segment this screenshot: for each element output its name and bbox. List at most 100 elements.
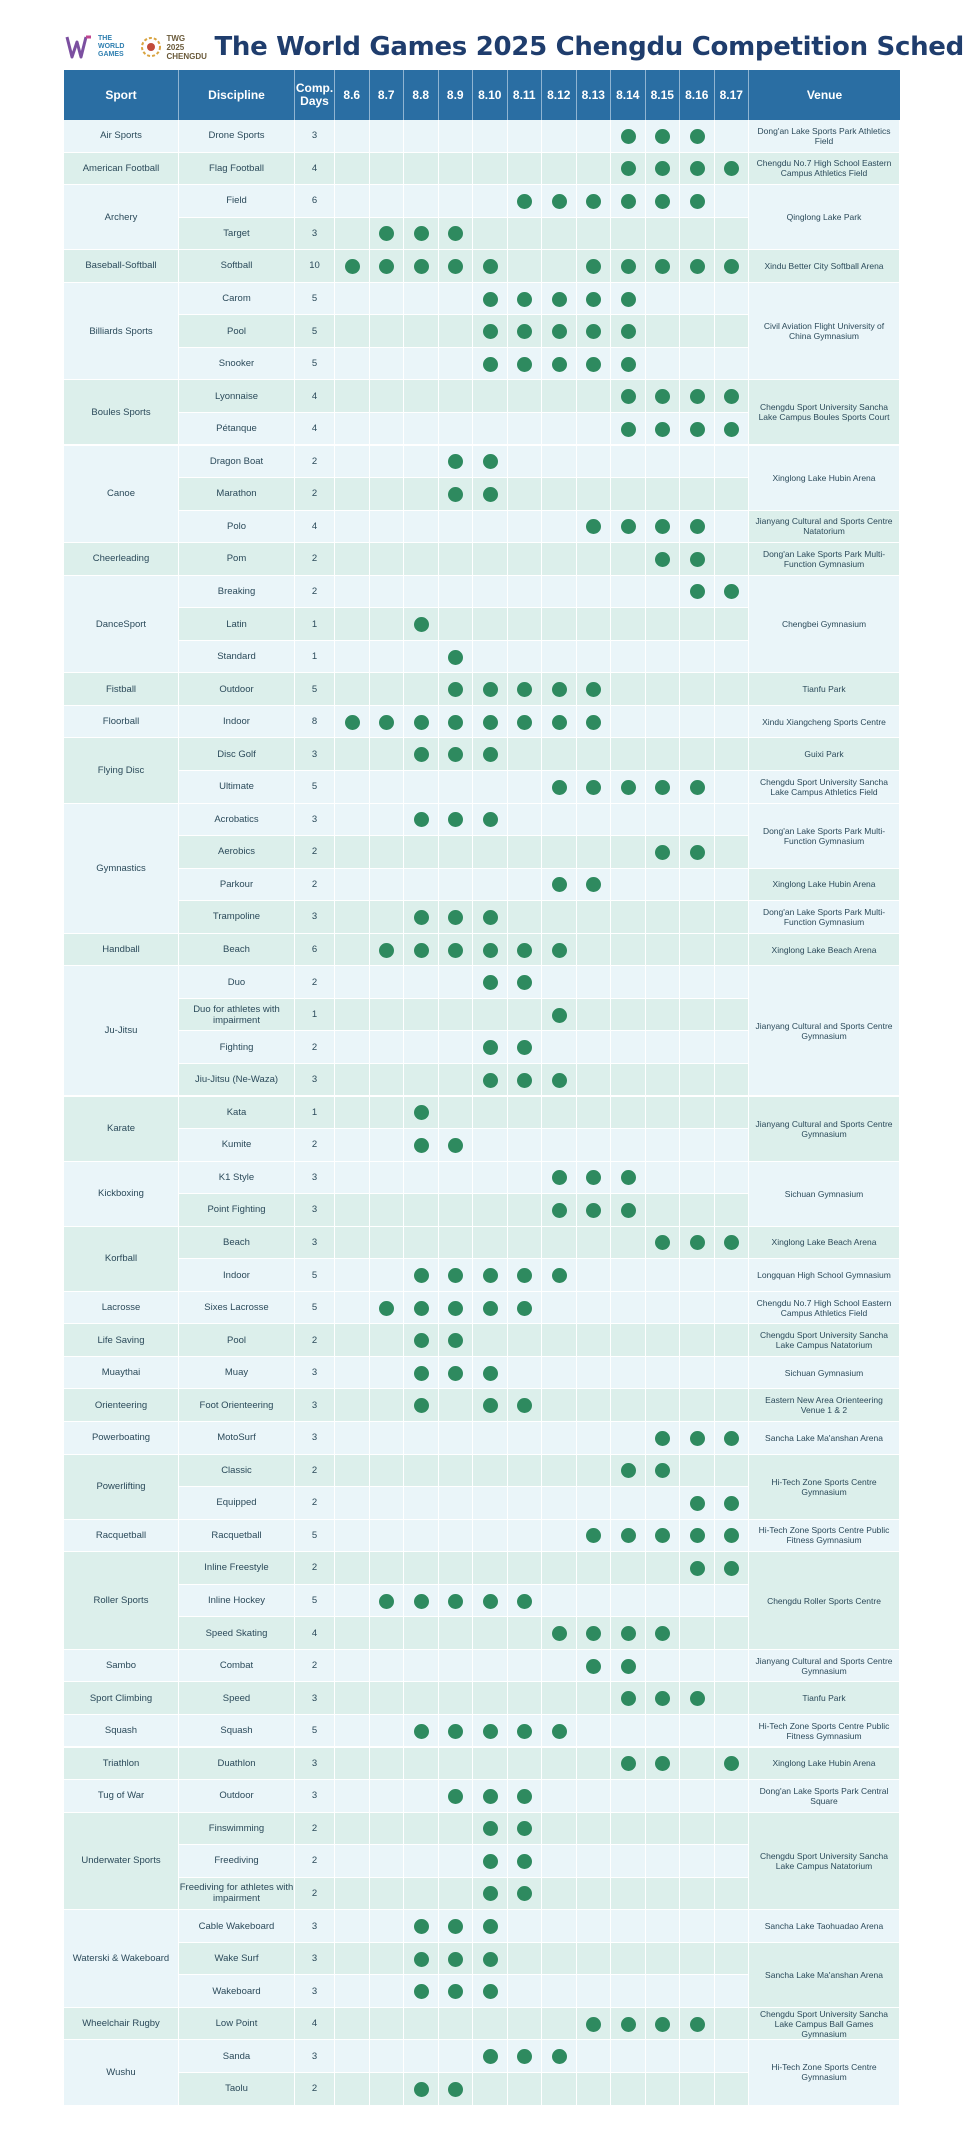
competition-day-dot: [482, 1072, 498, 1088]
date-cell: [576, 966, 611, 999]
competition-day-dot: [448, 714, 464, 730]
competition-day-dot: [689, 193, 705, 209]
date-cell: [369, 868, 404, 902]
date-cell: [645, 1226, 680, 1260]
date-cell: [438, 152, 473, 186]
date-cell: [714, 1975, 749, 2008]
date-cell: [611, 575, 646, 609]
date-cell: [645, 1324, 680, 1357]
date-cell: [714, 1877, 749, 1911]
date-cell: [645, 1812, 680, 1846]
date-cell: [680, 1194, 715, 1227]
discipline-cell: MotoSurf: [179, 1422, 295, 1455]
date-cell: [576, 771, 611, 804]
date-cell: [680, 1226, 715, 1260]
date-cell: [369, 1226, 404, 1260]
date-cell: [542, 803, 577, 837]
competition-day-dot: [655, 161, 671, 177]
sport-cell: Kickboxing: [64, 1161, 179, 1227]
date-cell: [335, 1975, 370, 2008]
date-cell: [369, 1942, 404, 1976]
date-cell: [404, 1682, 439, 1715]
date-cell: [507, 771, 542, 804]
competition-day-dot: [655, 421, 671, 437]
date-cell: [680, 217, 715, 251]
discipline-cell: Inline Hockey: [179, 1584, 295, 1618]
competition-day-dot: [413, 1984, 429, 2000]
days-cell: 3: [295, 1226, 335, 1260]
date-cell: [542, 1389, 577, 1422]
venue-cell: Xindu Xiangcheng Sports Centre: [749, 705, 900, 739]
date-cell: [404, 1389, 439, 1422]
competition-day-dot: [448, 1333, 464, 1349]
date-cell: [714, 543, 749, 576]
competition-day-dot: [482, 324, 498, 340]
date-cell: [576, 1389, 611, 1422]
competition-day-dot: [620, 1691, 636, 1707]
competition-day-dot: [551, 877, 567, 893]
date-cell: [576, 1845, 611, 1878]
chengdu-emblem-icon: [140, 36, 162, 58]
date-cell: [473, 1942, 508, 1976]
date-cell: [473, 1291, 508, 1325]
competition-day-dot: [551, 193, 567, 209]
date-cell: [611, 185, 646, 218]
competition-day-dot: [517, 1788, 533, 1804]
date-cell: [714, 1194, 749, 1227]
competition-day-dot: [655, 551, 671, 567]
days-cell: 4: [295, 2007, 335, 2041]
schedule-table: Sport Discipline Comp. Days 8.6 8.7 8.8 8.9…: [64, 70, 900, 2106]
days-cell: 2: [295, 445, 335, 479]
date-cell: [680, 445, 715, 479]
date-cell: [404, 1552, 439, 1585]
date-cell: [404, 705, 439, 739]
competition-day-dot: [517, 714, 533, 730]
date-cell: [507, 1194, 542, 1227]
date-cell: [542, 1584, 577, 1618]
sport-cell: Archery: [64, 185, 179, 251]
date-cell: [507, 152, 542, 186]
discipline-cell: Pom: [179, 543, 295, 576]
date-cell: [576, 1422, 611, 1455]
date-cell: [714, 1942, 749, 1976]
date-cell: [369, 1812, 404, 1846]
date-cell: [507, 738, 542, 771]
date-cell: [542, 998, 577, 1032]
date-cell: [473, 1910, 508, 1943]
competition-day-dot: [724, 1560, 740, 1576]
date-cell: [473, 185, 508, 218]
date-cell: [611, 1259, 646, 1292]
competition-day-dot: [482, 2049, 498, 2065]
date-cell: [369, 933, 404, 967]
date-cell: [438, 673, 473, 706]
table-header-row: Sport Discipline Comp. Days 8.6 8.7 8.8 8.9…: [64, 70, 900, 120]
date-cell: [369, 445, 404, 479]
date-cell: [576, 2007, 611, 2041]
discipline-cell: Outdoor: [179, 1780, 295, 1813]
date-cell: [645, 2073, 680, 2106]
date-cell: [576, 120, 611, 153]
date-cell: [404, 1291, 439, 1325]
date-cell: [438, 1910, 473, 1943]
sport-cell: Sport Climbing: [64, 1682, 179, 1715]
date-cell: [576, 1812, 611, 1846]
competition-day-dot: [517, 1853, 533, 1869]
date-cell: [404, 315, 439, 348]
date-cell: [542, 966, 577, 999]
date-cell: [576, 673, 611, 706]
date-cell: [714, 1454, 749, 1488]
date-cell: [369, 1714, 404, 1748]
date-cell: [473, 380, 508, 413]
date-cell: [542, 1356, 577, 1390]
date-cell: [645, 1129, 680, 1162]
date-cell: [335, 1682, 370, 1715]
date-cell: [611, 152, 646, 186]
date-cell: [714, 1682, 749, 1715]
sport-cell: Lacrosse: [64, 1291, 179, 1325]
date-cell: [542, 1877, 577, 1911]
date-cell: [542, 478, 577, 511]
date-cell: [611, 1096, 646, 1130]
date-cell: [507, 1519, 542, 1553]
date-cell: [335, 1780, 370, 1813]
date-cell: [507, 1063, 542, 1097]
